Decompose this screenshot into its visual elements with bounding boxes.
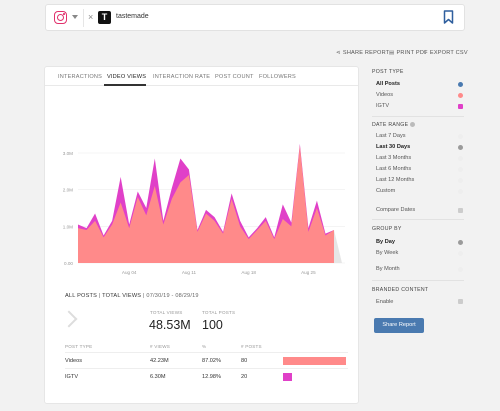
date-option-label: Last 12 Months — [376, 177, 415, 183]
report-card: INTERACTIONS VIDEO VIEWS INTERACTION RAT… — [44, 66, 359, 404]
x-tick-label: Aug 04 — [122, 270, 137, 275]
total-views-value: 48.53M — [149, 318, 191, 332]
divider — [65, 352, 348, 353]
radio-button[interactable] — [458, 189, 463, 194]
row-posts: 80 — [241, 358, 248, 364]
row-views: 6.30M — [150, 374, 166, 380]
radio-button-selected[interactable] — [458, 145, 463, 150]
divider — [372, 219, 464, 220]
chevron-right-icon — [60, 310, 78, 328]
series-area-videos — [78, 145, 334, 263]
date-option-label: Custom — [376, 188, 396, 194]
y-tick-label: 1.0M — [63, 224, 73, 229]
share-report-link[interactable]: ⋖ SHARE REPORT — [336, 50, 389, 56]
row-type: Videos — [65, 358, 83, 364]
all-posts-label: ALL POSTS — [65, 293, 98, 299]
filter-label: IGTV — [376, 103, 390, 109]
divider — [83, 9, 84, 27]
branded-content-heading: BRANDED CONTENT — [372, 287, 429, 293]
y-tick-label: 3.0M — [63, 151, 73, 156]
filter-label: Videos — [376, 92, 394, 98]
date-option-label: Last 30 Days — [376, 144, 411, 150]
remove-account-button[interactable]: × — [88, 12, 94, 22]
account-logo: T — [98, 11, 111, 24]
share-bar — [283, 357, 346, 365]
total-posts-label: TOTAL POSTS — [202, 310, 236, 315]
checkbox[interactable] — [458, 299, 463, 304]
radio-button[interactable] — [458, 267, 463, 272]
tab-video-views[interactable]: VIDEO VIEWS — [107, 74, 147, 80]
radio-button-selected[interactable] — [458, 240, 463, 245]
share-report-button[interactable]: Share Report — [374, 318, 424, 333]
x-tick-label: Aug 11 — [182, 270, 197, 275]
active-tab-indicator — [104, 84, 146, 86]
date-option-label: Last 6 Months — [376, 166, 412, 172]
radio-button[interactable] — [458, 251, 463, 256]
export-icon: ⇪ — [423, 50, 428, 56]
share-icon: ⋖ — [336, 50, 341, 56]
row-percent: 12.98% — [202, 374, 221, 380]
divider — [372, 116, 464, 117]
date-option-label: Last 7 Days — [376, 133, 406, 139]
y-tick-label: 0.00 — [64, 261, 73, 266]
row-percent: 87.02% — [202, 358, 221, 364]
share-bar — [283, 373, 292, 381]
filter-label: All Posts — [376, 81, 400, 87]
group-option-label: By Month — [376, 266, 400, 272]
column-views: # VIEWS — [150, 344, 171, 349]
trailing-area — [334, 230, 342, 263]
column-post-type: POST TYPE — [65, 344, 93, 349]
color-swatch — [458, 104, 463, 109]
print-pdf-link[interactable]: ▤ PRINT PDF — [389, 50, 428, 56]
row-views: 42.23M — [150, 358, 169, 364]
tab-followers[interactable]: FOLLOWERS — [259, 74, 296, 80]
tab-post-count[interactable]: POST COUNT — [215, 74, 254, 80]
print-pdf-label: PRINT PDF — [396, 50, 428, 56]
account-search-bar[interactable]: × T tastemade — [45, 4, 465, 31]
color-dot — [458, 82, 463, 87]
x-tick-label: Aug 25 — [301, 270, 316, 275]
info-icon — [410, 122, 416, 128]
color-dot — [458, 93, 463, 98]
tab-interaction-rate[interactable]: INTERACTION RATE — [153, 74, 211, 80]
divider — [65, 368, 348, 369]
radio-button[interactable] — [458, 167, 463, 172]
row-type: IGTV — [65, 374, 79, 380]
print-icon: ▤ — [389, 50, 395, 56]
total-views-label: TOTAL VIEWS — [150, 310, 183, 315]
summary-date-range: 07/30/19 - 08/29/19 — [146, 293, 199, 299]
group-option-label: By Day — [376, 239, 395, 245]
network-selector[interactable] — [52, 10, 80, 27]
radio-button[interactable] — [458, 156, 463, 161]
video-views-chart: 0.00 1.0M 2.0M 3.0M Aug 04 Aug 11 Aug 18 Aug 25 — [63, 143, 345, 275]
tab-interactions[interactable]: INTERACTIONS — [58, 74, 103, 80]
share-report-label: SHARE REPORT — [342, 50, 390, 56]
summary-header: ALL POSTS | TOTAL VIEWS | 07/30/19 - 08/… — [65, 293, 199, 299]
date-range-heading: DATE RANGE — [372, 122, 416, 128]
x-tick-label: Aug 18 — [241, 270, 256, 275]
post-type-heading: POST TYPE — [372, 69, 404, 75]
account-name: tastemade — [116, 13, 149, 20]
chevron-down-icon — [72, 15, 78, 19]
instagram-icon — [54, 11, 67, 24]
radio-button[interactable] — [458, 178, 463, 183]
date-option-label: Last 3 Months — [376, 155, 412, 161]
metric-tabs: INTERACTIONS VIDEO VIEWS INTERACTION RAT… — [45, 67, 358, 86]
checkbox[interactable] — [458, 208, 463, 213]
column-posts: # POSTS — [241, 344, 262, 349]
column-percent: % — [202, 344, 207, 349]
bookmark-icon[interactable] — [443, 10, 454, 24]
total-posts-value: 100 — [202, 318, 223, 332]
y-tick-label: 2.0M — [63, 188, 73, 193]
export-csv-label: EXPORT CSV — [429, 50, 468, 56]
divider — [372, 280, 464, 281]
export-csv-link[interactable]: ⇪ EXPORT CSV — [423, 50, 468, 56]
group-option-label: By Week — [376, 250, 399, 256]
compare-dates-label: Compare Dates — [376, 207, 416, 213]
group-by-heading: GROUP BY — [372, 226, 402, 232]
total-views-heading: TOTAL VIEWS — [102, 293, 142, 299]
row-posts: 20 — [241, 374, 248, 380]
enable-label: Enable — [376, 299, 394, 305]
radio-button[interactable] — [458, 134, 463, 139]
